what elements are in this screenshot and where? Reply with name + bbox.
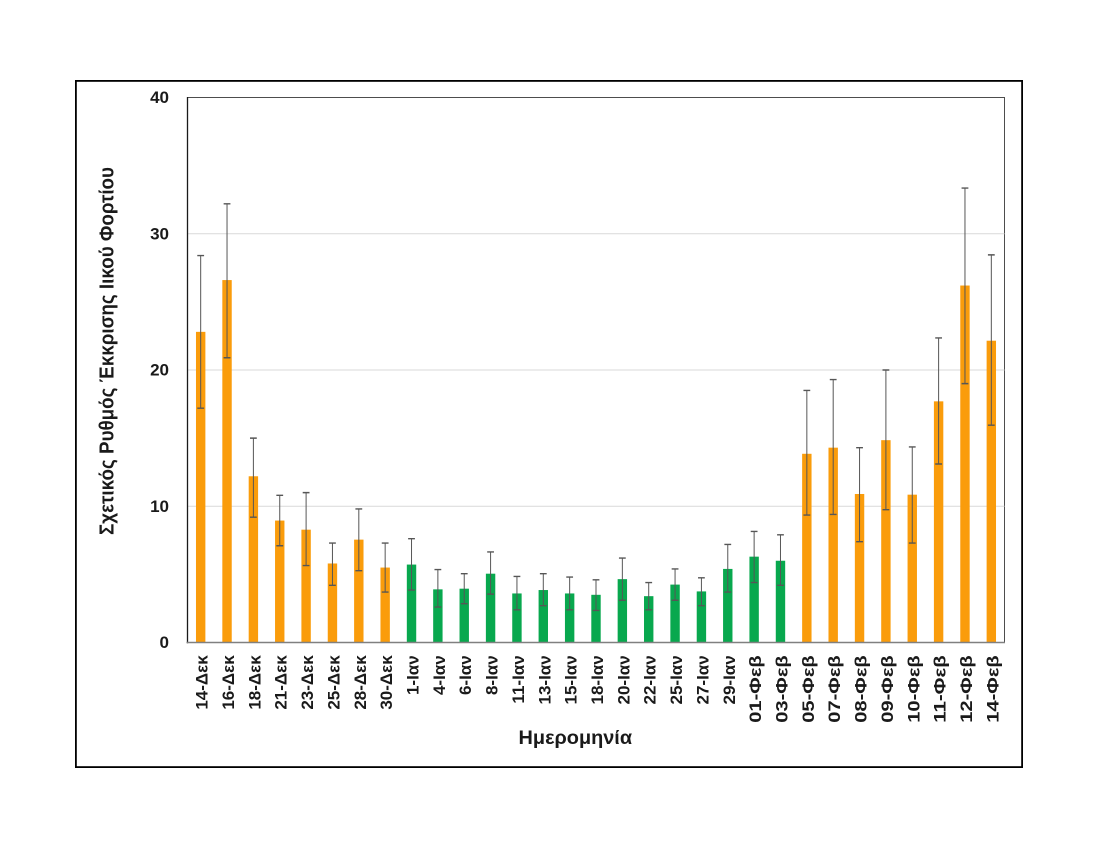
svg-text:08-Φεβ: 08-Φεβ [852,655,871,723]
svg-text:16-Δεκ: 16-Δεκ [219,655,238,710]
svg-text:05-Φεβ: 05-Φεβ [799,655,818,723]
svg-text:11-Φεβ: 11-Φεβ [931,655,950,723]
svg-text:10-Φεβ: 10-Φεβ [904,655,923,723]
svg-text:28-Δεκ: 28-Δεκ [351,655,370,710]
svg-text:4-Ιαν: 4-Ιαν [430,655,449,695]
svg-text:03-Φεβ: 03-Φεβ [772,655,791,723]
svg-text:21-Δεκ: 21-Δεκ [272,655,291,710]
svg-text:14-Δεκ: 14-Δεκ [193,655,212,710]
svg-text:Σχετικός Ρυθμός Έκκρισης Ιικού: Σχετικός Ρυθμός Έκκρισης Ιικού Φορτίου [97,167,119,535]
svg-text:14-Φεβ: 14-Φεβ [983,655,1002,723]
svg-text:6-Ιαν: 6-Ιαν [456,655,475,695]
svg-text:07-Φεβ: 07-Φεβ [825,655,844,723]
svg-text:1-Ιαν: 1-Ιαν [404,655,423,695]
svg-text:25-Ιαν: 25-Ιαν [667,655,686,704]
svg-text:10: 10 [150,497,169,516]
svg-text:23-Δεκ: 23-Δεκ [298,655,317,710]
svg-text:20-Ιαν: 20-Ιαν [614,655,633,704]
svg-text:11-Ιαν: 11-Ιαν [509,655,528,703]
svg-text:8-Ιαν: 8-Ιαν [483,655,502,695]
svg-text:13-Ιαν: 13-Ιαν [535,655,554,704]
svg-text:22-Ιαν: 22-Ιαν [641,655,660,704]
svg-text:20: 20 [150,361,169,380]
svg-text:09-Φεβ: 09-Φεβ [878,655,897,723]
svg-text:12-Φεβ: 12-Φεβ [957,655,976,723]
svg-text:01-Φεβ: 01-Φεβ [746,655,765,723]
svg-text:30: 30 [150,224,169,243]
svg-text:18-Δεκ: 18-Δεκ [245,655,264,710]
svg-text:25-Δεκ: 25-Δεκ [324,655,343,710]
svg-text:Ημερομηνία: Ημερομηνία [519,728,633,749]
svg-text:27-Ιαν: 27-Ιαν [693,655,712,704]
svg-text:30-Δεκ: 30-Δεκ [377,655,396,710]
svg-text:15-Ιαν: 15-Ιαν [562,655,581,704]
svg-text:29-Ιαν: 29-Ιαν [720,655,739,704]
svg-text:18-Ιαν: 18-Ιαν [588,655,607,704]
svg-text:40: 40 [150,88,169,107]
svg-text:0: 0 [160,633,169,652]
